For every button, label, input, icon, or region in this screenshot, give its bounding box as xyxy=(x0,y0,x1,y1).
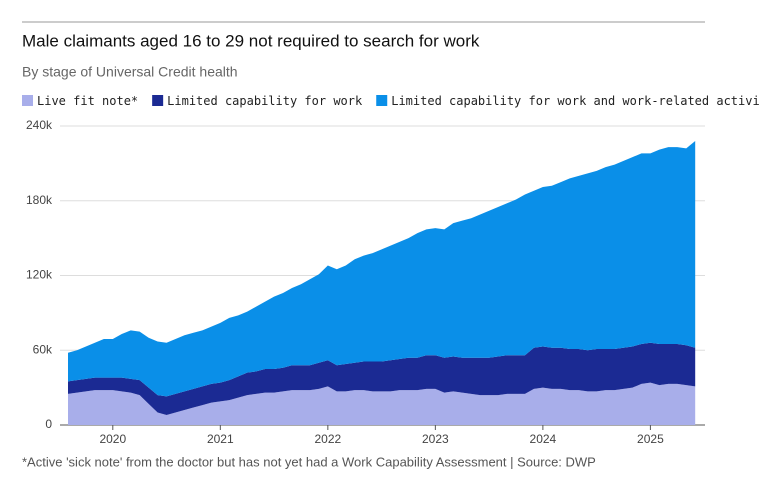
area xyxy=(68,140,696,397)
x-tick-label: 2023 xyxy=(422,432,449,446)
legend: Live fit note* Limited capability for wor… xyxy=(22,94,760,108)
y-tick-label: 120k xyxy=(26,268,53,282)
y-tick-label: 240k xyxy=(26,118,53,132)
x-tick-label: 2020 xyxy=(99,432,126,446)
legend-label: Limited capability for work xyxy=(167,94,363,108)
chart-title: Male claimants aged 16 to 29 not require… xyxy=(22,31,480,50)
legend-swatch xyxy=(22,95,33,106)
y-tick-label: 180k xyxy=(26,193,53,207)
legend-label: Live fit note* xyxy=(37,94,138,108)
x-tick-label: 2021 xyxy=(207,432,234,446)
y-tick-label: 60k xyxy=(33,342,53,356)
area xyxy=(68,382,696,425)
y-tick-label: 0 xyxy=(45,417,52,431)
chart-subtitle: By stage of Universal Credit health xyxy=(22,64,238,80)
legend-swatch xyxy=(376,95,388,106)
legend-swatch xyxy=(152,95,164,106)
area xyxy=(68,342,696,416)
x-tick-label: 2024 xyxy=(530,432,557,446)
x-tick-label: 2025 xyxy=(637,432,664,446)
footnote: *Active 'sick note' from the doctor but … xyxy=(22,454,596,469)
legend-label: Limited capability for work and work-rel… xyxy=(391,94,760,108)
x-tick-label: 2022 xyxy=(314,432,341,446)
